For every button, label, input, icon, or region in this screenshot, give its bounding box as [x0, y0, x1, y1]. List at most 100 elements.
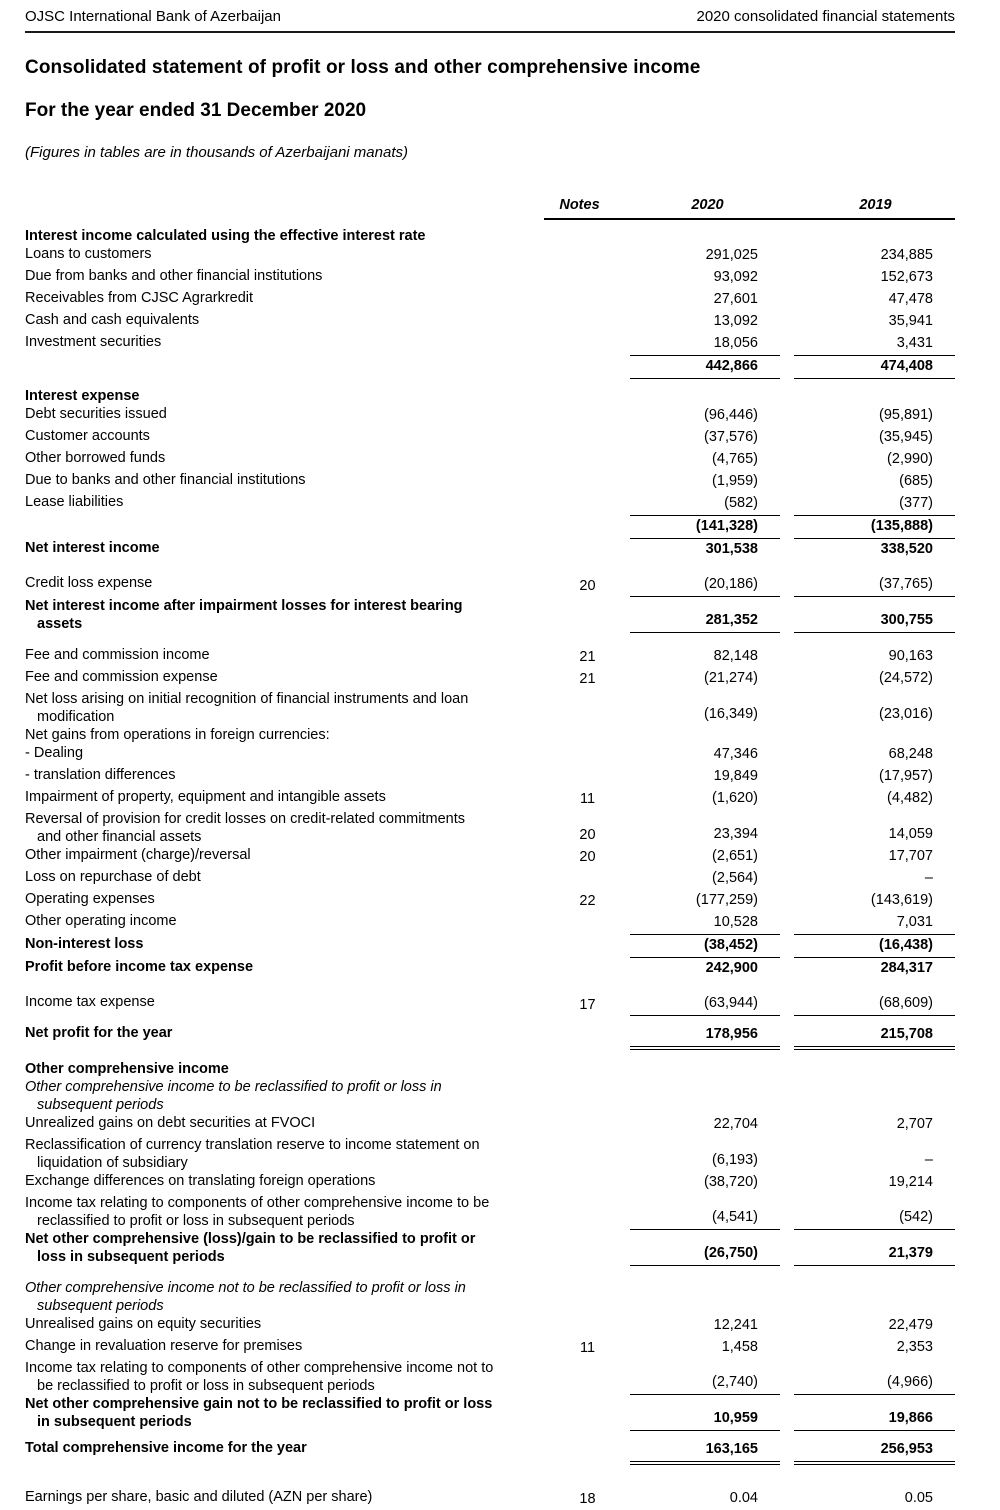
row-value-2019: 19,214 [888, 1174, 933, 1190]
table-row: Net gains from operations in foreign cur… [25, 726, 955, 744]
row-note [560, 1395, 615, 1431]
row-note [560, 471, 615, 493]
row-value-2020 [630, 1279, 780, 1315]
row-value-2020: 82,148 [713, 648, 758, 664]
row-note [560, 1114, 615, 1136]
row-value-2020: (21,274) [703, 670, 758, 686]
row-value-2019: (16,438) [794, 935, 955, 958]
row-value-2020: (177,259) [695, 892, 758, 908]
table-row: Earnings per share, basic and diluted (A… [25, 1488, 955, 1510]
row-value-2019: 474,408 [794, 356, 955, 379]
row-value-2020: 27,601 [713, 291, 758, 307]
row-label: Non-interest loss [25, 936, 144, 952]
row-note [560, 539, 615, 561]
row-value-2020: 19,849 [713, 768, 758, 784]
row-label: Interest expense [25, 388, 140, 404]
table-row: Unrealised gains on equity securities 12,… [25, 1315, 955, 1337]
table-row: Lease liabilities (582) (377) [25, 493, 955, 516]
row-label: Income tax relating to components of oth… [25, 1195, 490, 1229]
row-value-2020: (20,186) [630, 574, 780, 597]
row-label: Loss on repurchase of debt [25, 869, 201, 885]
row-value-2019: (95,891) [878, 407, 933, 423]
table-row: Investment securities 18,056 3,431 [25, 333, 955, 356]
row-value-2019: 7,031 [794, 912, 955, 935]
row-value-2019: 35,941 [888, 313, 933, 329]
row-value-2020: (1,620) [712, 790, 758, 806]
row-value-2020: 242,900 [705, 960, 758, 976]
row-note [560, 868, 615, 890]
table-row: Net interest income 301,538 338,520 [25, 539, 955, 561]
row-label: Impairment of property, equipment and in… [25, 789, 386, 805]
row-value-2019: (35,945) [878, 429, 933, 445]
table-row: Other comprehensive income to be reclass… [25, 1078, 955, 1114]
row-note: 20 [579, 849, 596, 865]
row-label: Change in revaluation reserve for premis… [25, 1338, 303, 1354]
row-value-2020: 291,025 [705, 247, 758, 263]
row-label: Profit before income tax expense [25, 959, 254, 975]
row-value-2019: (542) [794, 1194, 955, 1230]
table-row: Due from banks and other financial insti… [25, 267, 955, 289]
row-note [560, 958, 615, 980]
header-document-name: 2020 consolidated financial statements [696, 8, 955, 25]
row-note [560, 726, 615, 744]
row-value-2020: (4,765) [712, 451, 758, 467]
row-label: - translation differences [25, 767, 176, 783]
row-label: Due to banks and other financial institu… [25, 472, 306, 488]
table-row: Operating expenses 22 (177,259) (143,619) [25, 890, 955, 912]
row-value-2020: 12,241 [713, 1317, 758, 1333]
row-label: Fee and commission expense [25, 669, 218, 685]
row-label: Loans to customers [25, 246, 152, 262]
header-company-name: OJSC International Bank of Azerbaijan [25, 8, 281, 25]
row-label: Other comprehensive income [25, 1061, 229, 1077]
row-value-2019: 300,755 [794, 597, 955, 633]
table-row: Profit before income tax expense 242,900 2… [25, 958, 955, 980]
table-row: Interest expense [25, 387, 955, 405]
row-value-2020: (38,452) [630, 935, 780, 958]
row-note [560, 597, 615, 633]
row-value-2019: 0.05 [904, 1490, 933, 1506]
table-row: Interest income calculated using the eff… [25, 227, 955, 245]
row-note: 18 [579, 1491, 596, 1507]
table-row: (141,328) (135,888) [25, 516, 955, 539]
row-value-2020 [630, 1060, 780, 1078]
row-note: 11 [579, 791, 596, 807]
row-note [560, 333, 615, 356]
row-label: Net loss arising on initial recognition … [25, 691, 469, 725]
row-note [560, 356, 615, 379]
table-row: Fee and commission expense 21 (21,274) (24,… [25, 668, 955, 690]
table-row: Other borrowed funds (4,765) (2,990) [25, 449, 955, 471]
row-value-2020: (96,446) [703, 407, 758, 423]
page-subtitle: For the year ended 31 December 2020 [25, 100, 367, 121]
table-row: Other impairment (charge)/reversal 20 (2,6… [25, 846, 955, 868]
table-row: Exchange differences on translating fore… [25, 1172, 955, 1194]
table-row: Unrealized gains on debt securities at F… [25, 1114, 955, 1136]
table-row: Income tax expense 17 (63,944) (68,609) [25, 993, 955, 1016]
row-label: Other operating income [25, 913, 177, 929]
table-row: Income tax relating to components of oth… [25, 1194, 955, 1230]
row-label: Net profit for the year [25, 1025, 173, 1041]
row-value-2020: 13,092 [713, 313, 758, 329]
row-value-2019: 338,520 [880, 541, 933, 557]
row-label: Income tax expense [25, 994, 155, 1010]
row-value-2020: (26,750) [630, 1230, 780, 1266]
row-value-2019: 17,707 [888, 848, 933, 864]
row-value-2020: (38,720) [703, 1174, 758, 1190]
row-value-2019: (37,765) [794, 574, 955, 597]
row-value-2020: 47,346 [713, 746, 758, 762]
row-label: Reclassification of currency translation… [25, 1137, 480, 1171]
table-row: - Dealing 47,346 68,248 [25, 744, 955, 766]
row-value-2019: (23,016) [878, 706, 933, 722]
row-label: Other comprehensive income not to be rec… [25, 1280, 466, 1314]
row-value-2020: 301,538 [705, 541, 758, 557]
row-note [560, 1172, 615, 1194]
row-note [560, 1060, 615, 1078]
row-label: Interest income calculated using the eff… [25, 228, 426, 244]
row-label: Reversal of provision for credit losses … [25, 811, 465, 845]
row-note [560, 227, 615, 245]
column-header-2020: 2020 [615, 195, 780, 220]
table-row: Fee and commission income 21 82,148 90,163 [25, 646, 955, 668]
row-value-2019: (68,609) [794, 993, 955, 1016]
row-label: Income tax relating to components of oth… [25, 1360, 494, 1394]
row-note [560, 405, 615, 427]
row-value-2020: (582) [630, 493, 780, 516]
